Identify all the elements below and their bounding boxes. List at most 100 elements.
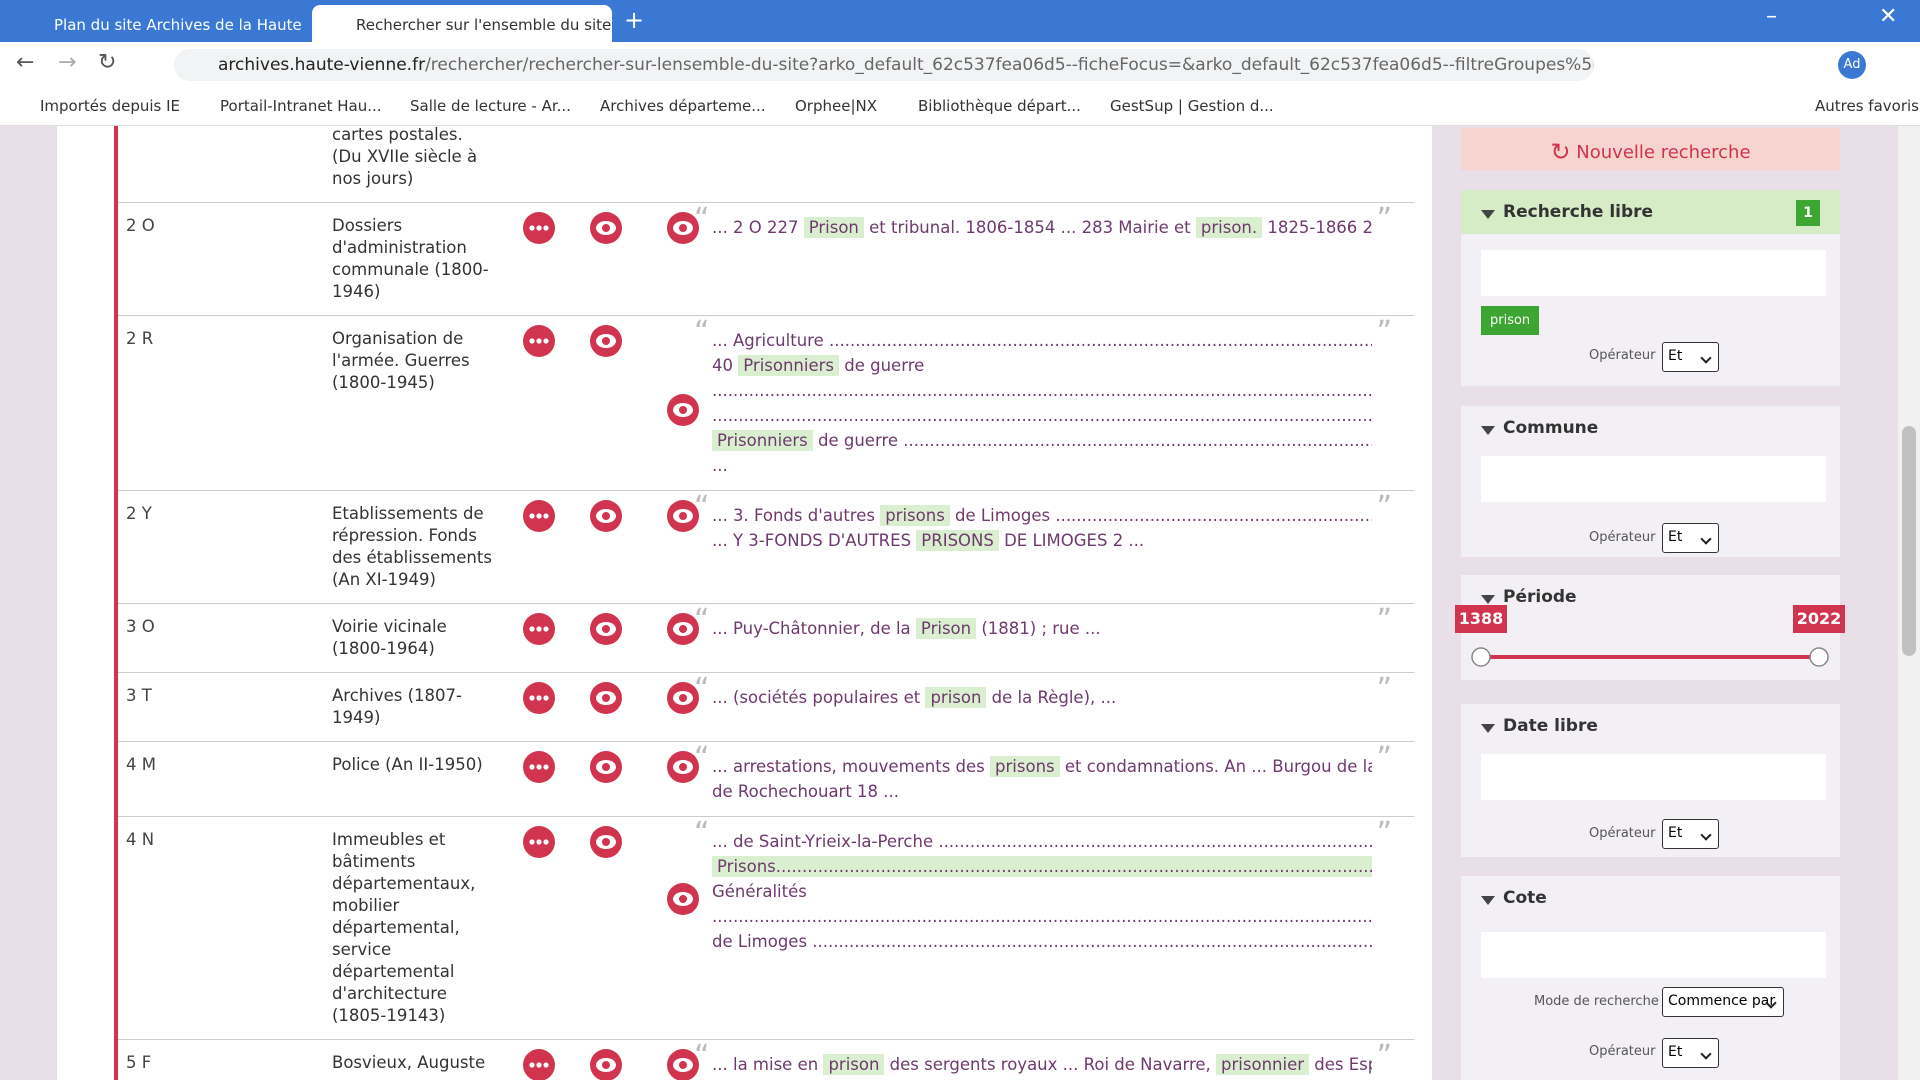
snippet-text: ... xyxy=(712,456,728,475)
view-icon[interactable] xyxy=(666,750,700,784)
period-slider[interactable]: 1388 2022 xyxy=(1451,605,1850,675)
section-title[interactable]: Recherche libre 1 xyxy=(1461,190,1840,234)
snippet-text: de Rochechouart 18 ... xyxy=(712,782,900,801)
reload[interactable]: ↻ xyxy=(98,50,117,75)
minimize[interactable]: – xyxy=(1766,4,1777,29)
view-icon[interactable] xyxy=(589,612,623,646)
more-icon[interactable] xyxy=(522,324,556,358)
view-icon[interactable] xyxy=(666,1048,700,1080)
result-row[interactable]: 3 O Voirie vicinale (1800-1964) ... Puy-Ch… xyxy=(118,604,1414,673)
highlight: Prison xyxy=(803,217,864,238)
search-tag[interactable]: prison xyxy=(1481,306,1540,335)
operator-select[interactable]: Et xyxy=(1662,342,1719,372)
more-icon[interactable] xyxy=(522,1048,556,1080)
operator-select[interactable]: Et xyxy=(1662,523,1719,553)
count-badge: 1 xyxy=(1796,200,1820,226)
new-tab[interactable]: + xyxy=(624,6,645,34)
view-icon[interactable] xyxy=(666,681,700,715)
view-icon[interactable] xyxy=(666,882,700,916)
more-icon[interactable] xyxy=(522,612,556,646)
bookmark[interactable]: Bibliothèque départ... xyxy=(918,97,1081,115)
snippet-text: 40 xyxy=(712,356,739,375)
scrollbar[interactable] xyxy=(1898,126,1920,1080)
section-title[interactable]: Date libre xyxy=(1461,704,1840,748)
pupil xyxy=(602,512,610,520)
operator-select[interactable]: Et xyxy=(1662,1038,1719,1068)
dot xyxy=(543,1062,549,1068)
view-icon[interactable] xyxy=(589,750,623,784)
text-input[interactable] xyxy=(1481,250,1826,296)
dot xyxy=(536,513,542,519)
snippet-text: ... Y 3-FONDS D'AUTRES xyxy=(712,531,917,550)
dot xyxy=(543,695,549,701)
dot xyxy=(536,1062,542,1068)
snippet-text: DE LIMOGES 2 ... xyxy=(998,531,1145,550)
more-icon[interactable] xyxy=(522,750,556,784)
description: Archives (1807-1949) xyxy=(332,686,462,727)
section-title[interactable]: Cote xyxy=(1461,876,1840,920)
section-title[interactable]: Période xyxy=(1461,575,1840,619)
result-row[interactable]: 3 T Archives (1807-1949) ... (sociétés pop… xyxy=(118,673,1414,742)
view-icon[interactable] xyxy=(589,825,623,859)
view-icon[interactable] xyxy=(589,1048,623,1080)
view-icon[interactable] xyxy=(666,211,700,245)
snippet-text: ........................................… xyxy=(712,406,1372,425)
result-row[interactable]: 4 M Police (An II-1950) ... arrestations, … xyxy=(118,742,1414,817)
snippet-text: ... Agriculture ........................… xyxy=(712,331,1372,350)
bookmark[interactable]: Portail-Intranet Hau... xyxy=(220,97,382,115)
view-icon[interactable] xyxy=(666,612,700,646)
bookmark[interactable]: GestSup | Gestion d... xyxy=(1110,97,1274,115)
new-search-button[interactable]: ↻ Nouvelle recherche xyxy=(1461,128,1840,170)
result-row[interactable]: 5 F Bosvieux, Auguste ... la mise en priso… xyxy=(118,1040,1414,1080)
pupil xyxy=(679,406,687,414)
mode-select[interactable]: Commence par xyxy=(1662,987,1784,1017)
view-icon[interactable] xyxy=(589,211,623,245)
profile[interactable]: Ad xyxy=(1838,51,1866,79)
snippet-text: ... 2 O 227 xyxy=(712,218,804,237)
actions xyxy=(492,1049,712,1080)
view-icon[interactable] xyxy=(589,499,623,533)
text-input[interactable] xyxy=(1481,932,1826,978)
slider-handle[interactable] xyxy=(1809,647,1829,667)
text-input[interactable] xyxy=(1481,754,1826,800)
view-icon[interactable] xyxy=(666,499,700,533)
snippet-text: de la Règle), ... xyxy=(986,688,1117,707)
result-row[interactable]: 2 Y Etablissements de répression. Fonds d… xyxy=(118,491,1414,604)
description: Bosvieux, Auguste xyxy=(332,1053,486,1072)
snippet-line: ........................................… xyxy=(712,378,1372,403)
bookmark[interactable]: Salle de lecture - Ar... xyxy=(410,97,571,115)
address-bar[interactable]: archives.haute-vienne.fr/rechercher/rech… xyxy=(174,49,1594,81)
more-icon[interactable] xyxy=(522,499,556,533)
back[interactable]: ← xyxy=(16,50,35,75)
result-row[interactable]: 2 R Organisation de l'armée. Guerres (180… xyxy=(118,316,1414,491)
slider-handle[interactable] xyxy=(1471,647,1491,667)
view-icon[interactable] xyxy=(589,681,623,715)
view-icon[interactable] xyxy=(666,393,700,427)
close[interactable]: ✕ xyxy=(1879,4,1898,29)
snippet-text: de guerre ..............................… xyxy=(817,431,1372,450)
operator-select[interactable]: Et xyxy=(1662,819,1719,849)
more-icon[interactable] xyxy=(522,681,556,715)
bookmark[interactable]: Archives départeme... xyxy=(600,97,766,115)
commune-section: Commune Opérateur Et xyxy=(1461,406,1840,557)
text-input[interactable] xyxy=(1481,456,1826,502)
result-row[interactable]: 4 N Immeubles et bâtiments départementaux… xyxy=(118,817,1414,1040)
bookmark[interactable]: Importés depuis IE xyxy=(40,97,181,115)
snippet: ... arrestations, mouvements des prisons… xyxy=(694,746,1392,804)
result-row[interactable]: 2 O Dossiers d'administration communale (… xyxy=(118,203,1414,316)
section-title[interactable]: Commune xyxy=(1461,406,1840,450)
bookmark-folder[interactable]: Autres favoris xyxy=(1815,97,1919,115)
tab[interactable]: Rechercher sur l'ensemble du site xyxy=(312,5,612,42)
label: Mode de recherche xyxy=(1534,994,1659,1009)
tab[interactable]: Plan du site Archives de la Haute xyxy=(54,16,302,34)
snippet-text: de guerre xyxy=(839,356,925,375)
bookmark[interactable]: Orphee|NX xyxy=(795,97,878,115)
dot xyxy=(536,839,542,845)
dot xyxy=(536,695,542,701)
view-icon[interactable] xyxy=(589,324,623,358)
forward[interactable]: → xyxy=(58,50,77,75)
more-icon[interactable] xyxy=(522,825,556,859)
more-icon[interactable] xyxy=(522,211,556,245)
